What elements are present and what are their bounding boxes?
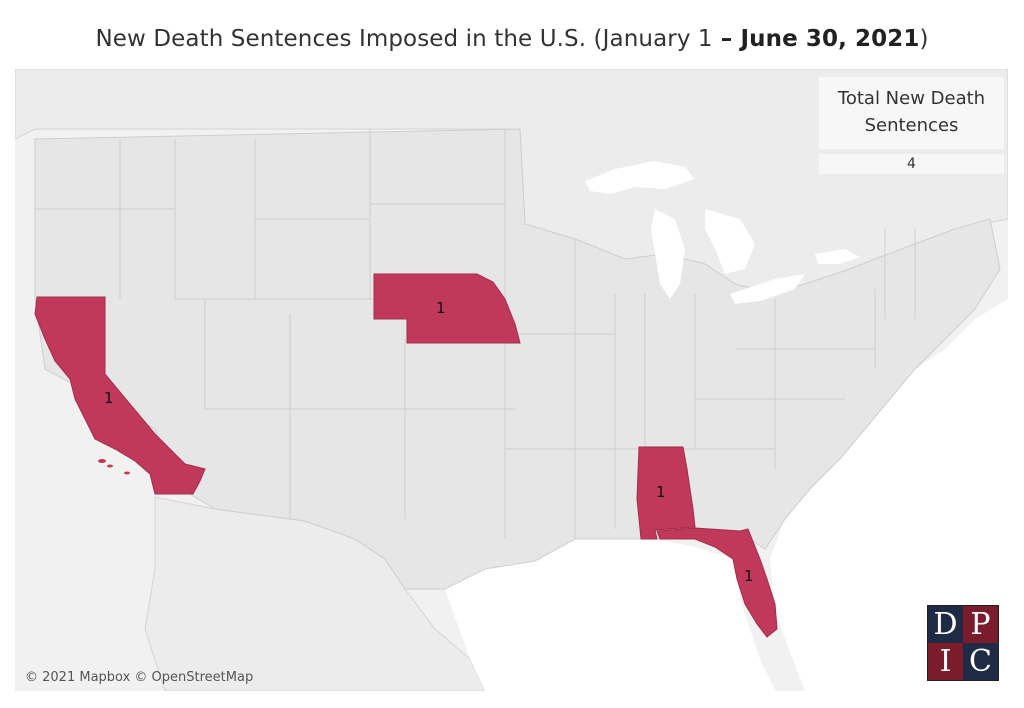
state-borders: [35, 129, 916, 539]
channel-islands: [98, 459, 130, 475]
logo-letter-c: C: [963, 643, 998, 680]
lake-erie: [730, 274, 805, 304]
title-date-range: – June 30, 2021: [712, 26, 920, 52]
title-text: New Death Sentences Imposed in the U.S. …: [95, 26, 713, 52]
state-california[interactable]: [34, 296, 206, 495]
label-nebraska: 1: [436, 299, 446, 317]
total-value: 4: [819, 154, 1004, 174]
map-attribution[interactable]: © 2021 Mapbox © OpenStreetMap: [25, 670, 254, 685]
logo-letter-i: I: [928, 643, 963, 680]
map-title: New Death Sentences Imposed in the U.S. …: [0, 26, 1024, 52]
dpic-logo: D P I C: [927, 605, 999, 681]
total-legend: Total New Death Sentences 4: [819, 77, 1004, 174]
map-canvas[interactable]: 1 1 1 1 Total New Death Sentences 4 © 20…: [15, 69, 1008, 691]
lake-ontario: [815, 249, 860, 264]
total-label: Total New Death Sentences: [819, 77, 1004, 149]
lake-huron: [705, 209, 755, 274]
lake-michigan: [651, 209, 685, 299]
lake-superior: [585, 161, 695, 194]
label-california: 1: [104, 389, 114, 407]
logo-letter-p: P: [963, 606, 998, 643]
pacific-ocean: [15, 139, 33, 691]
state-florida[interactable]: [656, 527, 778, 638]
us-map[interactable]: 1 1 1 1: [15, 69, 1008, 691]
atlantic-ocean: [770, 299, 1008, 691]
gulf-of-mexico: [445, 539, 775, 691]
label-alabama: 1: [656, 483, 666, 501]
state-nebraska[interactable]: [373, 273, 521, 344]
label-florida: 1: [744, 567, 754, 585]
logo-letter-d: D: [928, 606, 963, 643]
state-alabama[interactable]: [636, 446, 696, 540]
title-close: ): [919, 26, 929, 52]
